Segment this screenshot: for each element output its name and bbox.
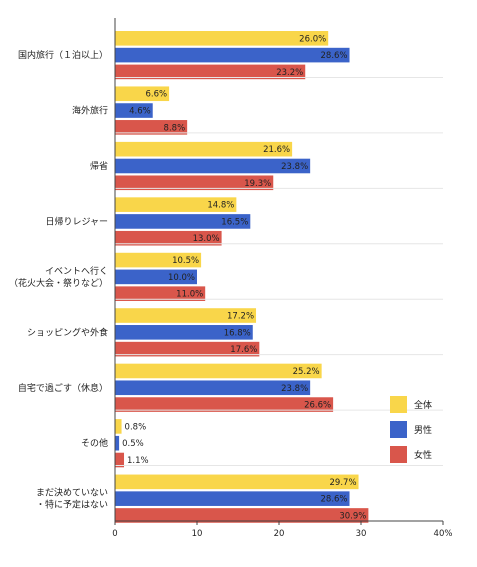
bar (115, 474, 359, 490)
bar (115, 363, 322, 379)
category-label: 海外旅行 (72, 105, 108, 117)
data-label: 26.0% (299, 34, 326, 44)
bar (115, 158, 311, 174)
legend-swatch (390, 421, 407, 438)
bar (115, 214, 251, 229)
legend-label: 女性 (414, 449, 432, 461)
bar (115, 47, 350, 63)
data-label: 29.7% (330, 478, 357, 488)
category-label: イベントへ行く (45, 265, 108, 277)
data-label: 11.0% (176, 290, 203, 300)
bar (115, 252, 202, 268)
bar (115, 141, 293, 157)
bar (115, 103, 153, 118)
bar (115, 397, 334, 412)
category-label: 国内旅行（１泊以上） (18, 49, 108, 61)
category-label: 自宅で過ごす（休息） (18, 382, 108, 394)
data-label: 17.2% (227, 312, 254, 322)
legend-label: 全体 (414, 399, 432, 411)
x-tick-label: 0 (112, 529, 117, 539)
data-label: 0.8% (125, 422, 147, 432)
legend-swatch (390, 396, 407, 413)
category-label: （花火大会・祭りなど） (9, 277, 108, 289)
category-label: 帰省 (90, 160, 108, 172)
category-label: その他 (81, 437, 108, 449)
x-tick-label: 30 (356, 529, 367, 539)
data-label: 21.6% (263, 145, 290, 155)
data-label: 23.8% (281, 384, 308, 394)
bar (115, 380, 311, 396)
bar (115, 175, 274, 191)
category-label: 日帰りレジャー (45, 215, 108, 227)
data-label: 23.2% (276, 68, 303, 78)
bar (115, 64, 306, 80)
bars (115, 31, 369, 523)
data-label: 25.2% (293, 367, 320, 377)
x-tick-label: 20 (274, 529, 285, 539)
bar (115, 269, 197, 285)
data-label: 4.6% (129, 107, 151, 117)
data-label: 1.1% (127, 456, 149, 466)
data-label: 13.0% (193, 234, 220, 244)
bar (115, 286, 206, 301)
bar (115, 419, 122, 434)
category-label: ショッピングや外食 (27, 326, 108, 338)
bar (115, 120, 188, 135)
bar (115, 86, 170, 102)
bar (115, 308, 257, 323)
x-tick-label: 40% (434, 529, 453, 539)
bar (115, 341, 260, 357)
x-axis: 0 10 20 30 40% (112, 18, 452, 539)
data-label: 26.6% (304, 401, 331, 411)
data-label: 14.8% (207, 201, 234, 211)
bar (115, 325, 253, 340)
legend-swatch (390, 446, 407, 463)
data-label: 17.6% (230, 345, 257, 355)
bar (115, 491, 350, 506)
data-label: 10.5% (172, 256, 199, 266)
data-label: 28.6% (321, 495, 348, 505)
data-label: 0.5% (122, 439, 144, 449)
bar (115, 452, 125, 468)
data-label: 16.8% (224, 328, 251, 338)
data-label: 16.5% (221, 217, 248, 227)
bar (115, 508, 369, 523)
data-label: 10.0% (168, 273, 195, 283)
category-label: ・特に予定はない (36, 499, 108, 511)
value-labels: 26.0% 28.6% 23.2% 6.6% 4.6% 8.8% 21.6% 23.8% 19.… (122, 34, 366, 521)
data-label: 19.3% (244, 179, 271, 189)
data-label: 6.6% (146, 90, 168, 100)
bar (115, 435, 120, 451)
data-label: 30.9% (339, 511, 366, 521)
bar (115, 230, 222, 246)
data-label: 23.8% (281, 162, 308, 172)
bar (115, 31, 329, 46)
x-tick-label: 10 (192, 529, 203, 539)
data-label: 28.6% (321, 51, 348, 61)
data-label: 8.8% (164, 123, 186, 133)
legend-label: 男性 (414, 424, 432, 436)
category-label: まだ決めていない (36, 487, 108, 499)
category-labels: 国内旅行（１泊以上） 海外旅行帰省日帰りレジャーイベントへ行く（花火大会・祭りなど… (9, 49, 108, 511)
bar (115, 197, 237, 212)
